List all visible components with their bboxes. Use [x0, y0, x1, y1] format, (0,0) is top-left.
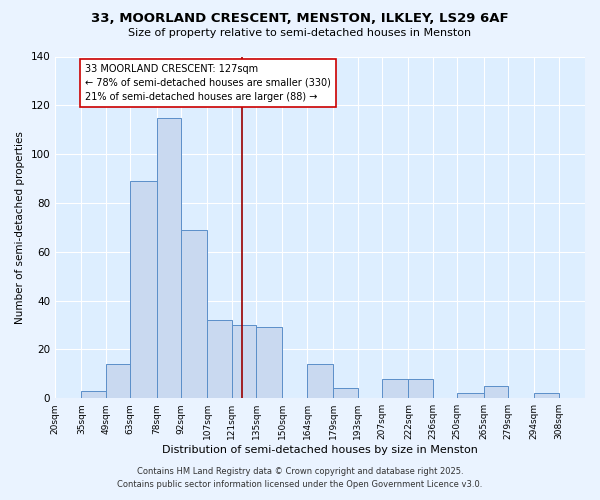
Bar	[207, 320, 232, 398]
Text: Contains HM Land Registry data © Crown copyright and database right 2025.
Contai: Contains HM Land Registry data © Crown c…	[118, 468, 482, 489]
Bar	[333, 388, 358, 398]
Text: 33 MOORLAND CRESCENT: 127sqm
← 78% of semi-detached houses are smaller (330)
21%: 33 MOORLAND CRESCENT: 127sqm ← 78% of se…	[85, 64, 331, 102]
Bar	[307, 364, 333, 398]
Bar	[382, 378, 409, 398]
Bar	[484, 386, 508, 398]
Bar	[157, 118, 181, 398]
Bar	[82, 391, 106, 398]
Bar	[256, 328, 283, 398]
Bar	[181, 230, 207, 398]
Bar	[409, 378, 433, 398]
Bar	[106, 364, 130, 398]
Bar	[232, 325, 256, 398]
Bar	[130, 181, 157, 398]
Bar	[534, 394, 559, 398]
X-axis label: Distribution of semi-detached houses by size in Menston: Distribution of semi-detached houses by …	[162, 445, 478, 455]
Y-axis label: Number of semi-detached properties: Number of semi-detached properties	[15, 131, 25, 324]
Text: Size of property relative to semi-detached houses in Menston: Size of property relative to semi-detach…	[128, 28, 472, 38]
Bar	[457, 394, 484, 398]
Text: 33, MOORLAND CRESCENT, MENSTON, ILKLEY, LS29 6AF: 33, MOORLAND CRESCENT, MENSTON, ILKLEY, …	[91, 12, 509, 26]
